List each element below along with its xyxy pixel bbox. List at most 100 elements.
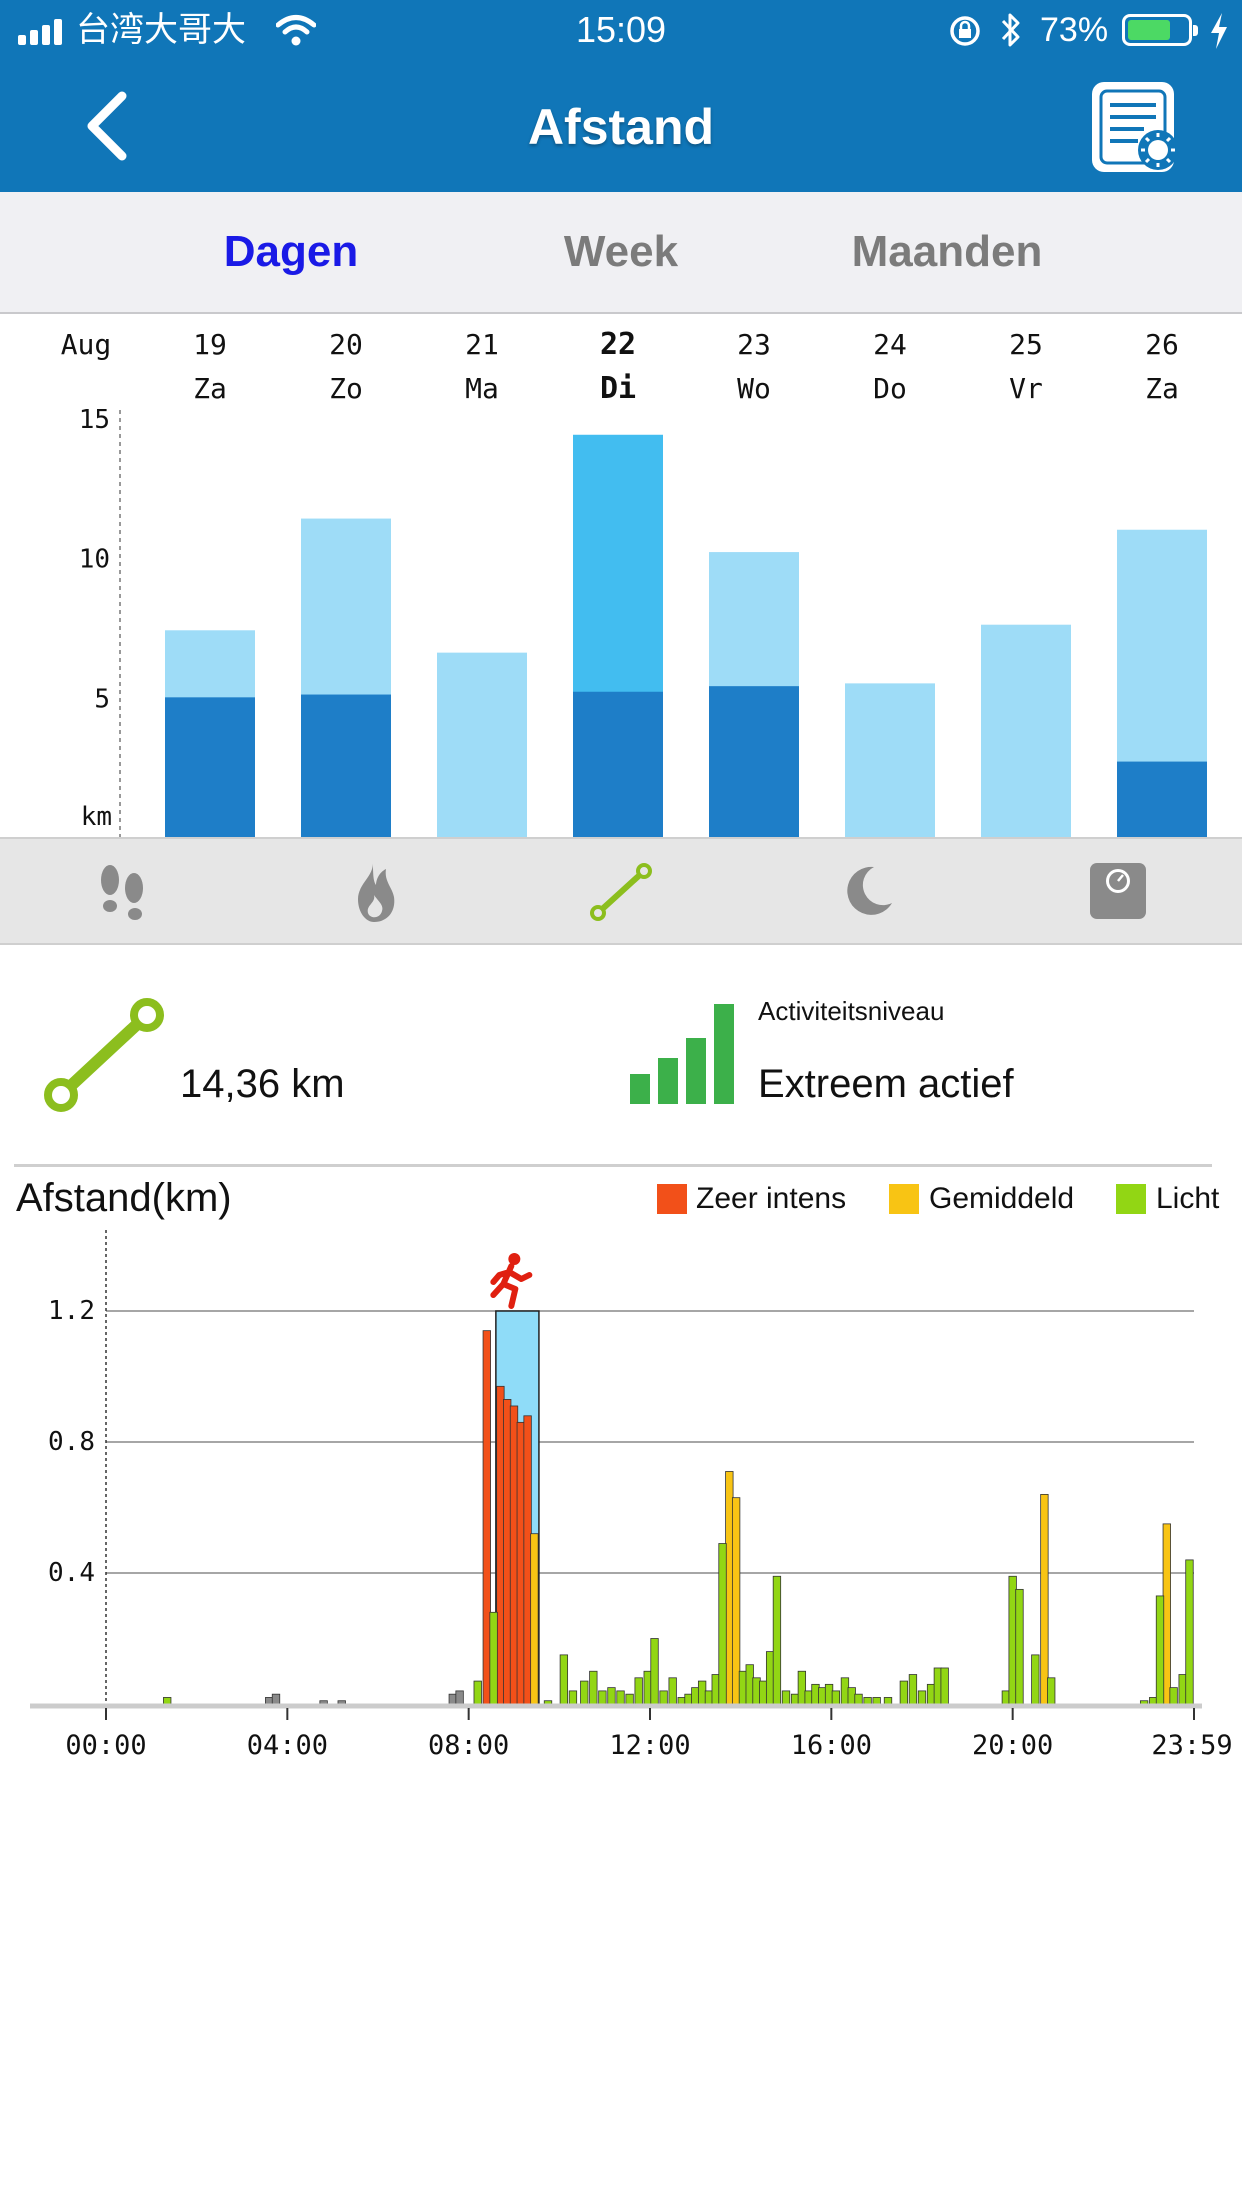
bar-light [883, 1697, 893, 1705]
intraday-chart-title: Afstand(km) [16, 1176, 232, 1220]
chart-legend: Zeer intens Gemiddeld Licht [656, 1180, 1236, 1220]
y-tick-label: 0.8 [48, 1427, 95, 1457]
bar-medium [1162, 1523, 1171, 1705]
bar-light [854, 1693, 863, 1705]
bar-light [634, 1677, 643, 1705]
back-button[interactable] [82, 90, 132, 162]
bar-inactive [455, 1690, 464, 1705]
tab-months[interactable]: Maanden [851, 227, 1043, 276]
bar-light [659, 1690, 668, 1705]
bar-light [704, 1690, 714, 1705]
rotation-lock-icon [950, 16, 980, 46]
daily-distance-chart: Aug 15 10 5 km 19 Za 20 Zo 21 Ma 22 Di 23 Wo 24 Do 25 Vr 26… [0, 314, 1242, 839]
bar-light [1149, 1697, 1158, 1705]
activity-level-value: Extreem actief [758, 1062, 1014, 1106]
bar-light [908, 1674, 918, 1705]
day-weekday-label: Za [193, 372, 227, 405]
bar-light [559, 1654, 569, 1705]
legend-label-medium: Gemiddeld [929, 1182, 1075, 1215]
bar-light [872, 1697, 881, 1705]
bar-light [781, 1690, 791, 1705]
battery-percent: 73% [1040, 11, 1109, 49]
day-bar-intense [1117, 761, 1207, 837]
bar-light [163, 1697, 172, 1705]
period-tabs: Dagen Week Maanden [0, 192, 1242, 314]
bar-intense [482, 1330, 491, 1705]
x-tick-label: 00:00 [65, 1730, 146, 1760]
y-tick-label: 5 [94, 684, 110, 714]
y-tick-label: 10 [79, 545, 110, 575]
bar-light [847, 1687, 856, 1705]
bar-medium [530, 1533, 539, 1705]
wifi-icon [276, 15, 316, 46]
day-weekday-label: Vr [1009, 372, 1043, 405]
bar-light [1001, 1690, 1011, 1705]
bar-light [711, 1674, 720, 1705]
bar-intense [509, 1405, 519, 1705]
bar-light [1008, 1575, 1017, 1705]
day-bar-intense [573, 691, 663, 837]
day-bar-intense [301, 694, 391, 837]
bar-light [940, 1667, 949, 1705]
bar-light [1155, 1595, 1165, 1705]
bar-light [1185, 1559, 1194, 1705]
bar-light [899, 1680, 909, 1705]
bar-light [697, 1680, 707, 1705]
bar-light [677, 1697, 686, 1705]
tab-week[interactable]: Week [563, 227, 679, 276]
daily-bars-svg: Aug 15 10 5 km 19 Za 20 Zo 21 Ma 22 Di 23 Wo 24 Do 25 Vr 26… [61, 327, 1207, 837]
bar-light [1015, 1588, 1024, 1705]
legend-swatch-light [1116, 1184, 1146, 1214]
day-date-label: 24 [873, 328, 907, 361]
month-label: Aug [61, 328, 112, 361]
bar-medium [1040, 1493, 1049, 1705]
y-tick-label: 15 [79, 405, 110, 435]
x-tick-label: 16:00 [791, 1730, 872, 1760]
bar-light [917, 1690, 927, 1705]
bar-inactive [448, 1693, 457, 1705]
bar-light [589, 1670, 598, 1705]
section-divider [14, 1164, 1212, 1167]
bar-light [752, 1677, 761, 1705]
day-date-label: 22 [600, 327, 636, 362]
bar-light [840, 1677, 850, 1705]
bar-light [598, 1690, 607, 1705]
bar-light [691, 1687, 700, 1705]
x-tick-label: 08:00 [428, 1730, 509, 1760]
bar-intense [523, 1415, 532, 1705]
bar-inactive [265, 1697, 274, 1705]
day-date-label: 26 [1145, 328, 1179, 361]
footprints-icon[interactable] [96, 863, 150, 923]
bar-light [818, 1687, 827, 1705]
activity-level-label: Activiteitsniveau [758, 996, 945, 1026]
bluetooth-icon [1001, 13, 1020, 47]
legend-label-light: Licht [1156, 1182, 1220, 1215]
day-weekday-label: Za [1145, 372, 1179, 405]
day-weekday-label: Di [600, 371, 636, 406]
unit-label: km [81, 802, 112, 832]
bar-light [650, 1638, 659, 1705]
signal-icon [18, 17, 70, 45]
legend-swatch-intense [657, 1184, 687, 1214]
day-weekday-label: Ma [465, 372, 499, 405]
day-date-label: 20 [329, 328, 363, 361]
distance-value: 14,36 km [180, 1062, 345, 1106]
bar-medium [725, 1471, 734, 1705]
flame-icon[interactable] [344, 859, 400, 925]
distance-icon[interactable] [588, 861, 654, 923]
bar-light [745, 1664, 754, 1705]
bar-light [643, 1670, 652, 1705]
tab-days[interactable]: Dagen [223, 227, 359, 276]
battery-icon [1122, 14, 1198, 46]
day-weekday-label: Wo [737, 372, 771, 405]
bar-light [607, 1687, 616, 1705]
moon-icon[interactable] [840, 863, 896, 919]
bar-light [616, 1690, 625, 1705]
bar-light [684, 1693, 693, 1705]
report-settings-button[interactable] [1088, 78, 1184, 176]
scale-icon[interactable] [1088, 861, 1148, 921]
y-tick-label: 1.2 [48, 1296, 95, 1326]
bar-inactive [271, 1693, 281, 1705]
navigation-bar: Afstand [0, 62, 1242, 192]
charging-icon [1211, 13, 1227, 49]
